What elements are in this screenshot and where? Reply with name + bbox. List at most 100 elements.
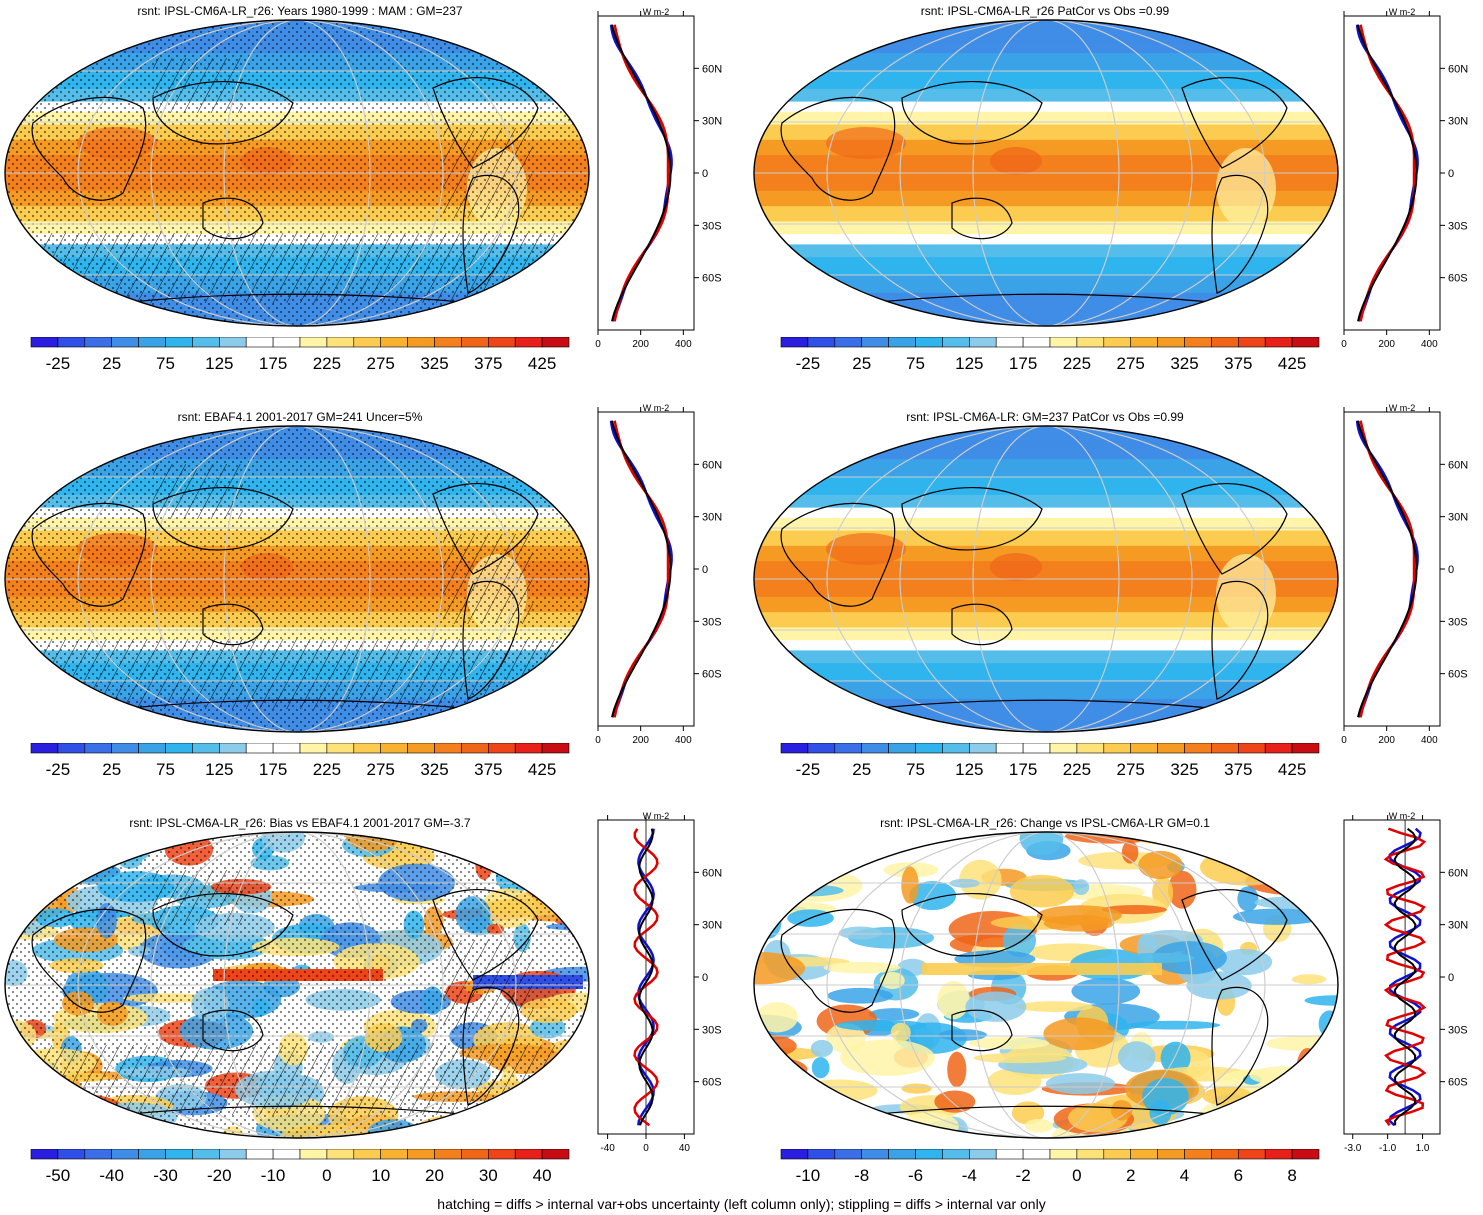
profile-x-tick: 1.0 <box>1416 1143 1430 1154</box>
profile-lat-label: 60S <box>702 1077 722 1089</box>
map-panel-5 <box>4 831 590 1139</box>
colorbar-4: -252575125175225275325375425475 <box>780 743 1320 779</box>
footer-note: hatching = diffs > internal var+obs unce… <box>437 1196 1046 1212</box>
colorbar-label: 275 <box>367 760 395 779</box>
profile-lat-label: 30N <box>1448 116 1468 128</box>
colorbar-label: 375 <box>1224 760 1252 779</box>
colorbar-label: 425 <box>528 760 556 779</box>
colorbar-label: 125 <box>955 760 983 779</box>
colorbar-label: 125 <box>955 354 983 373</box>
zonal-profile-5: W m-2 60N 30N 0 30S 60S -40 0 40 <box>597 812 722 1154</box>
colorbar-label: 375 <box>474 354 502 373</box>
colorbar-5: -50-40-30-20-1001020304050 <box>30 1149 570 1185</box>
profile-lat-label: 60S <box>1448 669 1468 681</box>
colorbar-label: 275 <box>1117 354 1145 373</box>
profile-lat-label: 60N <box>1448 459 1468 471</box>
profile-lat-label: 60S <box>1448 1077 1468 1089</box>
colorbar-label: 275 <box>367 354 395 373</box>
panel-title-3: rsnt: EBAF4.1 2001-2017 GM=241 Uncer=5% <box>177 410 423 424</box>
colorbar-label: 425 <box>1278 760 1306 779</box>
colorbar-label: 40 <box>533 1166 552 1185</box>
colorbar-label: 225 <box>1063 354 1091 373</box>
colorbar-label: 275 <box>1117 760 1145 779</box>
colorbar-label: -40 <box>99 1166 124 1185</box>
panel-title-5: rsnt: IPSL-CM6A-LR_r26: Bias vs EBAF4.1 … <box>129 816 471 830</box>
profile-unit: W m-2 <box>643 404 670 413</box>
profile-x-tick: 200 <box>632 339 649 350</box>
profile-lat-label: 0 <box>1448 972 1454 984</box>
profile-lat-label: 0 <box>702 168 708 180</box>
profile-lat-label: 60S <box>702 669 722 681</box>
colorbar-1: -252575125175225275325375425475 <box>30 337 570 373</box>
zonal-profile-3: W m-2 60N 30N 0 30S 60S 0 200 400 <box>595 404 722 746</box>
colorbar-label: -30 <box>153 1166 178 1185</box>
colorbar-label: 0 <box>322 1166 331 1185</box>
zonal-profile-4: W m-2 60N 30N 0 30S 60S 0 200 400 <box>1341 404 1468 746</box>
zonal-profile-6: W m-2 60N 30N 0 30S 60S -3.0 -1.0 1.0 <box>1343 812 1468 1154</box>
colorbar-label: 425 <box>1278 354 1306 373</box>
profile-lat-label: 0 <box>702 972 708 984</box>
colorbar-label: -20 <box>207 1166 232 1185</box>
profile-lat-label: 30N <box>1448 512 1468 524</box>
colorbar-label: -25 <box>46 354 71 373</box>
profile-lat-label: 60N <box>1448 63 1468 75</box>
colorbar-label: 25 <box>852 760 871 779</box>
colorbar-label: 325 <box>420 760 448 779</box>
colorbar-label: 8 <box>1287 1166 1296 1185</box>
colorbar-label: -2 <box>1016 1166 1031 1185</box>
map-panel-4 <box>753 425 1339 733</box>
colorbar-label: 325 <box>1170 760 1198 779</box>
profile-unit: W m-2 <box>1389 404 1416 413</box>
colorbar-label: -50 <box>46 1166 71 1185</box>
profile-lat-label: 30N <box>1448 920 1468 932</box>
profile-x-tick: -40 <box>600 1143 615 1154</box>
colorbar-label: -25 <box>796 354 821 373</box>
colorbar-label: 2 <box>1126 1166 1135 1185</box>
colorbar-label: -6 <box>908 1166 923 1185</box>
map-panel-1 <box>4 19 590 327</box>
profile-x-tick: 200 <box>1378 339 1395 350</box>
profile-x-tick: -3.0 <box>1344 1143 1362 1154</box>
colorbar-label: 75 <box>906 760 925 779</box>
colorbar-label: -25 <box>796 760 821 779</box>
profile-x-tick: 40 <box>679 1143 691 1154</box>
profile-unit: W m-2 <box>643 812 670 821</box>
profile-x-tick: 0 <box>595 339 601 350</box>
colorbar-label: 175 <box>1009 354 1037 373</box>
colorbar-label: 125 <box>205 354 233 373</box>
map-panel-2 <box>753 19 1339 327</box>
profile-unit: W m-2 <box>1389 812 1416 821</box>
profile-lat-label: 30S <box>1448 1024 1468 1036</box>
profile-lat-label: 30S <box>1448 616 1468 628</box>
panel-title-6: rsnt: IPSL-CM6A-LR_r26: Change vs IPSL-C… <box>880 816 1210 830</box>
colorbar-label: 10 <box>371 1166 390 1185</box>
profile-x-tick: 400 <box>675 339 692 350</box>
colorbar-label: -4 <box>962 1166 977 1185</box>
profile-lat-label: 0 <box>702 564 708 576</box>
colorbar-label: 425 <box>528 354 556 373</box>
profile-unit: W m-2 <box>643 8 670 17</box>
colorbar-label: 30 <box>479 1166 498 1185</box>
colorbar-label: 225 <box>1063 760 1091 779</box>
profile-lat-label: 30N <box>702 512 722 524</box>
colorbar-2: -252575125175225275325375425475 <box>780 337 1320 373</box>
profile-lat-label: 60N <box>1448 867 1468 879</box>
colorbar-label: 20 <box>425 1166 444 1185</box>
profile-x-tick: 0 <box>1341 339 1347 350</box>
profile-lat-label: 30S <box>702 616 722 628</box>
colorbar-label: 125 <box>205 760 233 779</box>
profile-lat-label: 60N <box>702 867 722 879</box>
colorbar-label: -8 <box>854 1166 869 1185</box>
profile-lat-label: 30S <box>702 220 722 232</box>
colorbar-label: 25 <box>102 760 121 779</box>
colorbar-label: -10 <box>261 1166 286 1185</box>
colorbar-label: 0 <box>1072 1166 1081 1185</box>
colorbar-label: 225 <box>313 760 341 779</box>
panel-title-2: rsnt: IPSL-CM6A-LR_r26 PatCor vs Obs =0.… <box>920 4 1170 18</box>
zonal-profile-1: W m-2 60N 30N 0 30S 60S 0 200 400 <box>595 8 722 350</box>
profile-lat-label: 30S <box>1448 220 1468 232</box>
profile-lat-label: 60N <box>702 459 722 471</box>
profile-unit: W m-2 <box>1389 8 1416 17</box>
profile-lat-label: 30N <box>702 116 722 128</box>
profile-x-tick: 200 <box>1378 735 1395 746</box>
